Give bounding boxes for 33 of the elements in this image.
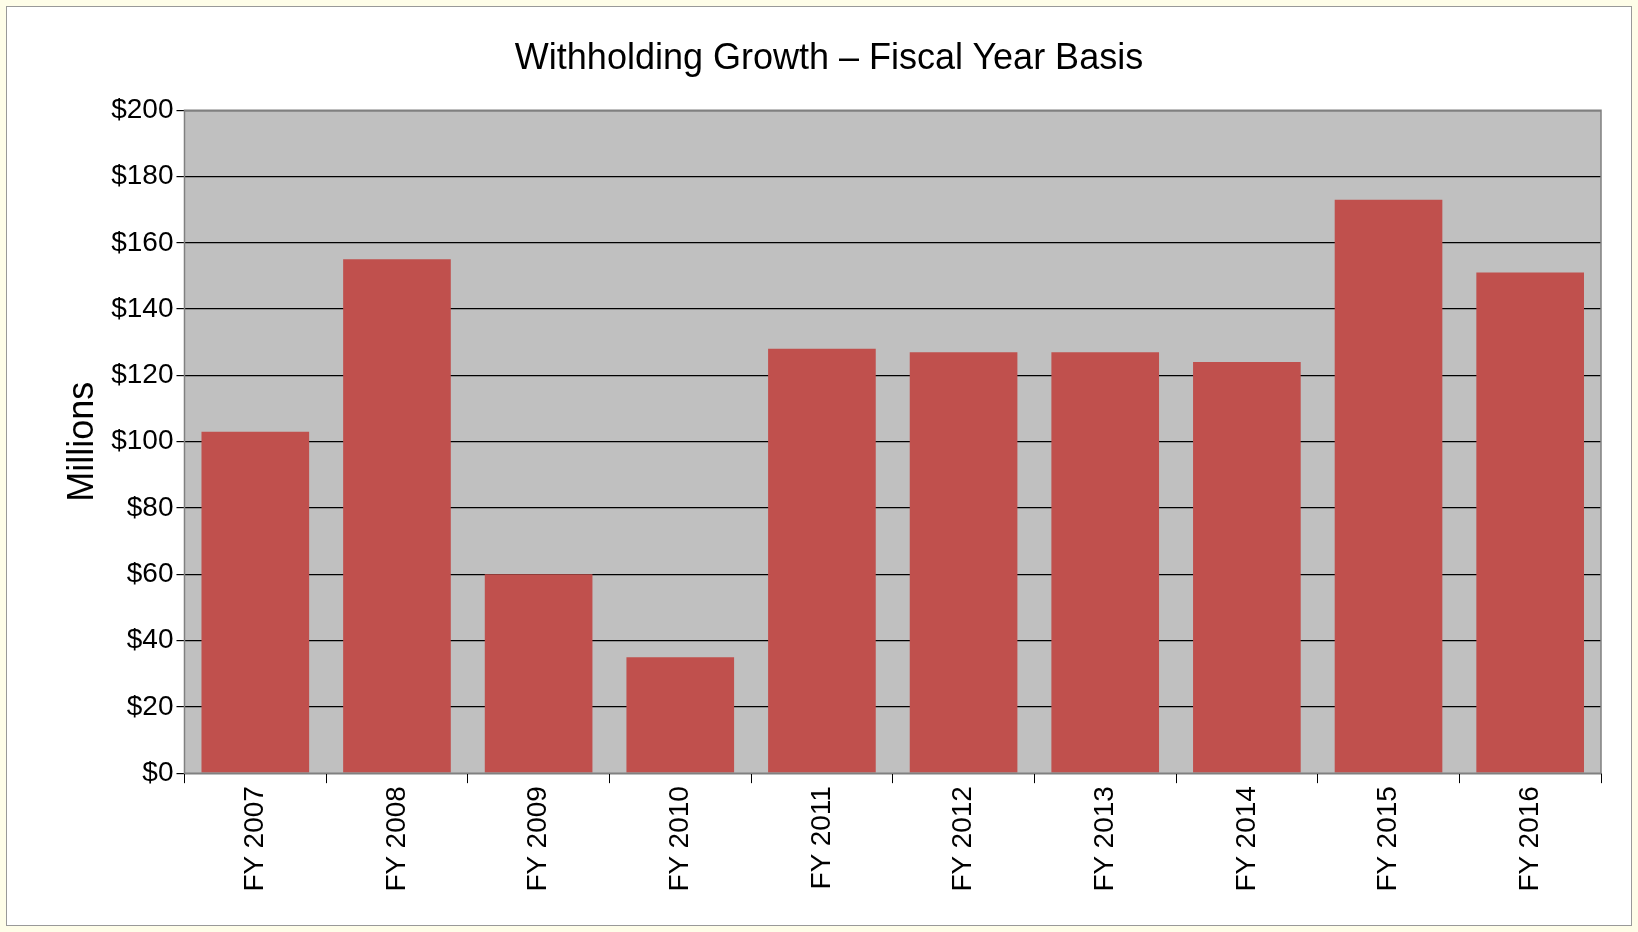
y-tick-label: $200	[111, 92, 174, 124]
x-tick-label: FY 2012	[946, 786, 978, 892]
bar	[343, 259, 451, 773]
x-tick-label: FY 2007	[238, 786, 270, 892]
y-tick-label: $20	[126, 689, 174, 721]
y-axis-title: Millions	[59, 381, 101, 502]
bar	[1476, 272, 1584, 773]
x-tick-label: FY 2008	[379, 786, 411, 892]
bar	[1051, 352, 1160, 773]
x-tick-label: FY 2013	[1087, 786, 1119, 892]
bar	[1193, 362, 1301, 773]
y-tick-label: $0	[142, 755, 174, 787]
y-tick-label: $60	[126, 556, 174, 588]
y-tick-label: $100	[111, 424, 174, 456]
chart-title: Withholding Growth – Fiscal Year Basis	[514, 35, 1144, 77]
x-tick-label: FY 2009	[521, 786, 553, 892]
y-tick-label: $140	[111, 291, 174, 323]
x-tick-label: FY 2015	[1371, 786, 1403, 892]
bar	[909, 352, 1018, 773]
y-tick-label: $80	[126, 490, 174, 522]
y-tick-label: $120	[111, 358, 174, 390]
y-tick-label: $40	[126, 623, 174, 655]
bar	[1334, 199, 1443, 773]
x-tick-label: FY 2016	[1512, 786, 1544, 892]
bar	[201, 431, 310, 773]
bar	[626, 657, 735, 773]
y-tick-label: $180	[111, 159, 174, 191]
y-tick-label: $160	[111, 225, 174, 257]
x-tick-label: FY 2011	[804, 786, 836, 890]
x-tick-label: FY 2014	[1229, 786, 1261, 892]
bar	[768, 348, 876, 773]
bar	[484, 574, 593, 773]
x-tick-label: FY 2010	[662, 786, 694, 892]
